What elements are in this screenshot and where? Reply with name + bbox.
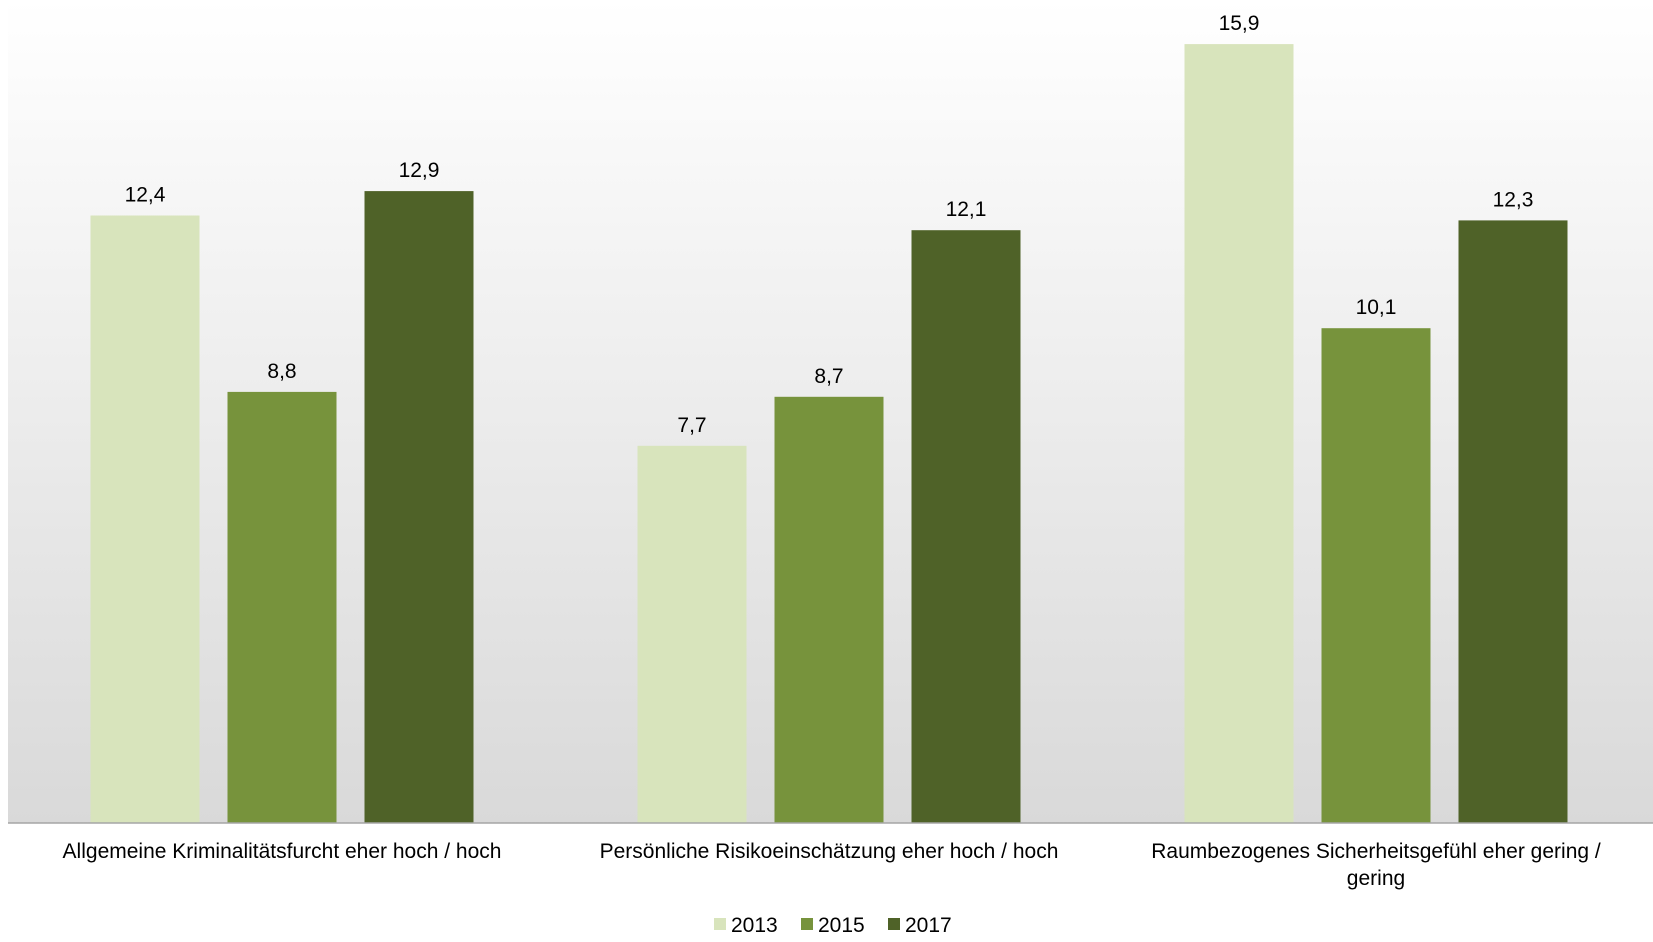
legend-swatch-2013 xyxy=(714,918,726,930)
value-labels-layer: 12,4 7,7 15,9 8,8 8,7 10,1 12,9 12,1 12,3 xyxy=(125,12,1534,437)
legend-label-2013: 2013 xyxy=(731,914,778,937)
category-label-line: gering xyxy=(1347,867,1405,890)
data-label-2013-cat1: 12,4 xyxy=(125,184,166,207)
category-label-line: Persönliche Risikoeinschätzung eher hoch… xyxy=(600,840,1059,863)
bar-2015-cat3 xyxy=(1321,328,1431,823)
bar-2013-cat1 xyxy=(90,215,200,823)
bar-2013-cat3 xyxy=(1184,44,1294,824)
category-label-3: Raumbezogenes Sicherheitsgefühl eher ger… xyxy=(1151,840,1601,890)
category-labels-layer: Allgemeine Kriminalitätsfurcht eher hoch… xyxy=(63,840,1601,890)
data-label-2017-cat1: 12,9 xyxy=(399,159,440,182)
bar-2015-cat2 xyxy=(774,396,884,823)
legend-swatch-2015 xyxy=(801,918,813,930)
bar-2017-cat2 xyxy=(911,230,1021,823)
category-label-2: Persönliche Risikoeinschätzung eher hoch… xyxy=(600,840,1059,863)
data-label-2013-cat3: 15,9 xyxy=(1219,12,1260,35)
data-label-2017-cat2: 12,1 xyxy=(946,198,987,221)
category-label-line: Allgemeine Kriminalitätsfurcht eher hoch… xyxy=(63,840,502,863)
legend-swatch-2017 xyxy=(888,918,900,930)
category-label-1: Allgemeine Kriminalitätsfurcht eher hoch… xyxy=(63,840,502,863)
data-label-2015-cat2: 8,7 xyxy=(814,365,843,388)
data-label-2017-cat3: 12,3 xyxy=(1493,188,1534,211)
legend-label-2017: 2017 xyxy=(905,914,952,937)
bars-layer xyxy=(90,44,1568,824)
legend: 2013 2015 2017 xyxy=(714,914,952,937)
legend-item-2015: 2015 xyxy=(801,914,865,937)
data-label-2015-cat1: 8,8 xyxy=(267,360,296,383)
legend-label-2015: 2015 xyxy=(818,914,865,937)
bar-2015-cat1 xyxy=(227,391,337,823)
data-label-2013-cat2: 7,7 xyxy=(677,414,706,437)
category-label-line: Raumbezogenes Sicherheitsgefühl eher ger… xyxy=(1151,840,1601,863)
legend-item-2013: 2013 xyxy=(714,914,778,937)
bar-2013-cat2 xyxy=(637,445,747,823)
legend-item-2017: 2017 xyxy=(888,914,952,937)
data-label-2015-cat3: 10,1 xyxy=(1356,296,1397,319)
bar-2017-cat1 xyxy=(364,191,474,824)
bar-2017-cat3 xyxy=(1458,220,1568,823)
